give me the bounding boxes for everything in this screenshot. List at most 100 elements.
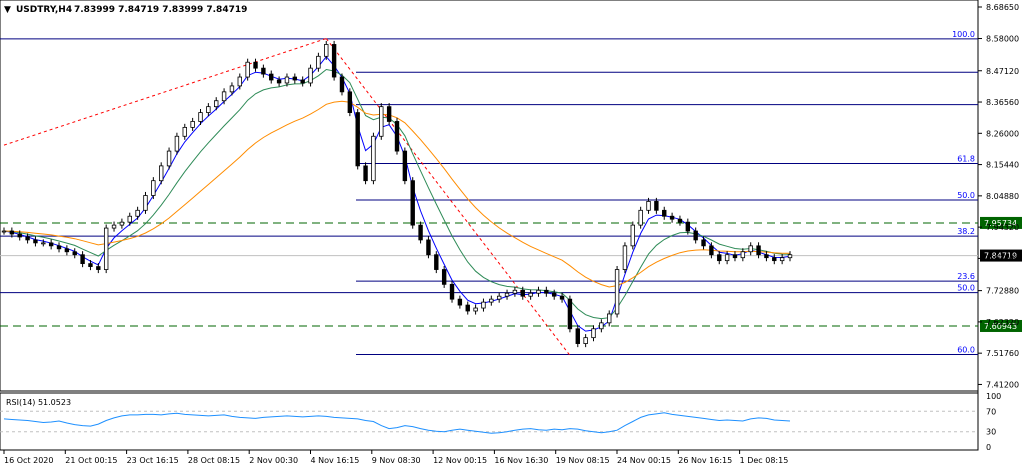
candle[interactable] — [418, 224, 423, 241]
candle[interactable] — [591, 328, 596, 339]
candle[interactable] — [772, 257, 777, 262]
candle[interactable] — [410, 180, 415, 226]
candle[interactable] — [284, 76, 290, 84]
candle[interactable] — [457, 298, 463, 306]
trendline[interactable] — [3, 38, 327, 146]
candle[interactable] — [669, 215, 675, 220]
candle[interactable] — [544, 289, 549, 294]
candle[interactable] — [520, 289, 525, 297]
candle[interactable] — [402, 150, 408, 182]
candle[interactable] — [552, 292, 557, 297]
candle[interactable] — [103, 227, 109, 270]
candle[interactable] — [206, 106, 211, 113]
candle[interactable] — [379, 106, 384, 137]
trendline[interactable] — [325, 38, 571, 356]
candle[interactable] — [701, 239, 706, 247]
candle[interactable] — [677, 218, 683, 223]
candle[interactable] — [709, 245, 714, 256]
candle[interactable] — [143, 195, 148, 211]
candle[interactable] — [166, 150, 172, 167]
candle[interactable] — [717, 254, 722, 262]
candle[interactable] — [654, 201, 659, 211]
candle[interactable] — [111, 224, 117, 229]
candle[interactable] — [48, 242, 54, 247]
candle[interactable] — [25, 236, 30, 241]
candle[interactable] — [214, 100, 219, 108]
candle[interactable] — [504, 292, 510, 297]
candle[interactable] — [229, 85, 235, 93]
candle[interactable] — [646, 201, 651, 211]
candle[interactable] — [740, 251, 746, 259]
candle[interactable] — [528, 292, 533, 297]
candle[interactable] — [308, 67, 313, 84]
candle[interactable] — [449, 283, 455, 300]
candle[interactable] — [536, 289, 541, 294]
candle[interactable] — [662, 209, 667, 217]
candle[interactable] — [489, 298, 494, 303]
candle[interactable] — [756, 245, 761, 256]
candle[interactable] — [496, 295, 502, 300]
candle[interactable] — [33, 239, 38, 244]
candle[interactable] — [787, 254, 793, 259]
candle[interactable] — [583, 337, 588, 344]
candle[interactable] — [119, 221, 125, 226]
candle[interactable] — [135, 209, 140, 217]
candle[interactable] — [732, 254, 738, 259]
candle[interactable] — [724, 254, 730, 262]
candle[interactable] — [355, 112, 360, 167]
candle[interactable] — [300, 79, 305, 84]
candle[interactable] — [182, 126, 187, 137]
candle[interactable] — [276, 79, 282, 84]
candle[interactable] — [72, 251, 77, 256]
candle[interactable] — [9, 230, 15, 235]
candle[interactable] — [198, 112, 203, 122]
candle[interactable] — [339, 76, 345, 93]
candle[interactable] — [221, 91, 227, 102]
candle[interactable] — [607, 313, 612, 324]
candle[interactable] — [237, 76, 242, 87]
candle[interactable] — [575, 328, 580, 344]
candles[interactable] — [1, 40, 793, 348]
candle[interactable] — [316, 55, 321, 69]
candle[interactable] — [465, 304, 470, 312]
candle[interactable] — [1, 230, 7, 233]
candle[interactable] — [64, 248, 70, 253]
candle[interactable] — [685, 221, 691, 232]
candle[interactable] — [630, 224, 635, 247]
candle[interactable] — [80, 254, 85, 265]
candle[interactable] — [473, 307, 478, 312]
candle[interactable] — [441, 269, 447, 285]
candle[interactable] — [253, 61, 258, 69]
candle[interactable] — [394, 121, 400, 152]
candle[interactable] — [88, 263, 93, 267]
candle[interactable] — [622, 245, 628, 270]
candle[interactable] — [151, 180, 156, 196]
candle[interactable] — [638, 209, 643, 226]
candle[interactable] — [174, 135, 180, 152]
candle[interactable] — [127, 215, 132, 223]
candle[interactable] — [434, 254, 439, 270]
candle[interactable] — [96, 266, 101, 270]
candle[interactable] — [261, 67, 266, 75]
candle[interactable] — [324, 44, 329, 57]
candle[interactable] — [269, 73, 274, 81]
candle[interactable] — [190, 121, 195, 128]
candle[interactable] — [17, 233, 22, 238]
candle[interactable] — [41, 242, 46, 245]
candle[interactable] — [567, 298, 573, 330]
collapse-triangle-icon[interactable]: ▼ — [4, 5, 11, 15]
candle[interactable] — [614, 269, 620, 315]
candle[interactable] — [245, 61, 250, 78]
candle[interactable] — [292, 76, 298, 81]
candle[interactable] — [693, 230, 698, 241]
candle[interactable] — [426, 239, 431, 256]
candle[interactable] — [559, 295, 565, 300]
candle[interactable] — [363, 165, 368, 182]
candle[interactable] — [371, 135, 376, 182]
candle[interactable] — [512, 289, 518, 294]
candle[interactable] — [386, 106, 392, 122]
candle[interactable] — [331, 44, 337, 78]
candle[interactable] — [748, 245, 753, 253]
candle[interactable] — [764, 254, 769, 259]
candle[interactable] — [481, 301, 486, 309]
